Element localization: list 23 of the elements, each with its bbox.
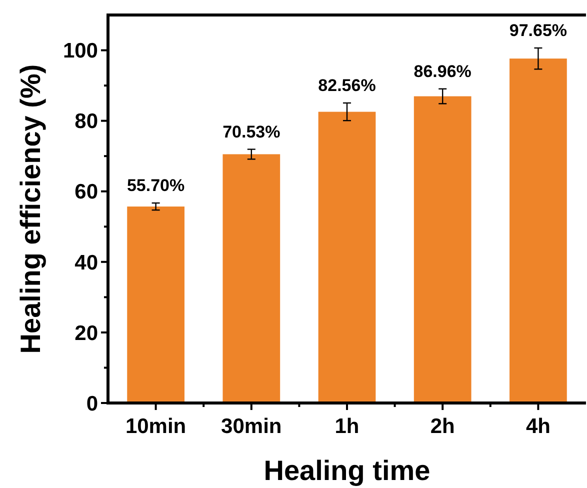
data-label: 97.65% [509,20,568,40]
y-tick-label: 0 [86,392,98,416]
bar [510,58,567,403]
bar [127,206,184,403]
data-label: 70.53% [222,122,280,142]
x-tick-label: 2h [430,415,455,438]
y-tick-label: 20 [74,322,98,345]
data-label: 82.56% [318,76,376,95]
x-tick-label: 1h [334,415,360,438]
y-tick-label: 80 [74,110,98,134]
y-axis-title: Healing efficiency (%) [15,64,46,354]
x-tick-label: 30min [221,415,282,438]
x-tick-label: 4h [526,415,550,438]
data-label: 55.70% [126,176,185,196]
y-tick-label: 40 [74,251,98,274]
x-tick-label: 10min [125,415,186,438]
y-tick-label: 60 [74,180,98,204]
data-label: 86.96% [414,62,472,81]
bar [414,96,472,403]
bar [222,154,280,403]
x-axis-title: Healing time [264,455,430,486]
bar [318,112,376,403]
y-tick-label: 100 [62,40,98,63]
